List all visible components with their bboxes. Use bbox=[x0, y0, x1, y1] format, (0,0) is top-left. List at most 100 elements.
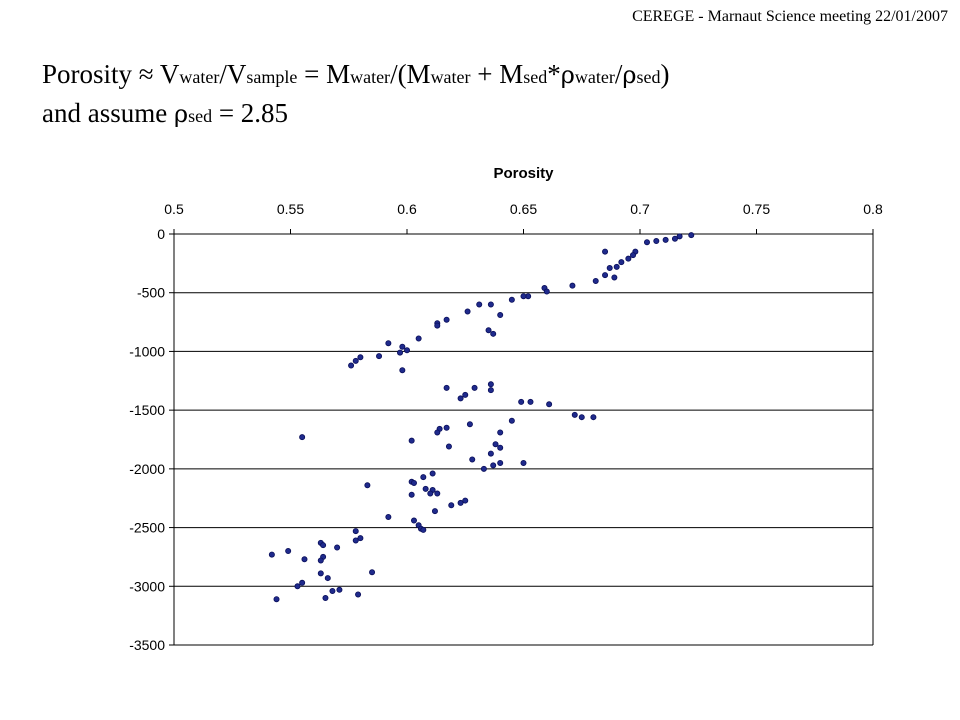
data-point bbox=[317, 557, 324, 564]
data-point bbox=[611, 274, 618, 281]
data-point bbox=[520, 459, 527, 466]
data-point bbox=[613, 263, 620, 270]
data-point bbox=[445, 443, 452, 450]
data-point bbox=[320, 542, 327, 549]
data-point bbox=[497, 312, 504, 319]
formula-subscript: sed bbox=[188, 106, 213, 126]
x-tick-label: 0.75 bbox=[743, 201, 770, 217]
formula-text: = 2.85 bbox=[212, 98, 289, 128]
data-point bbox=[462, 391, 469, 398]
data-point bbox=[410, 479, 417, 486]
formula-subscript: water bbox=[430, 67, 471, 87]
formula-text: * bbox=[547, 59, 561, 89]
data-point bbox=[508, 417, 515, 424]
data-point bbox=[618, 259, 625, 266]
data-point bbox=[643, 239, 650, 246]
data-point bbox=[443, 424, 450, 431]
x-tick-label: 0.55 bbox=[277, 201, 304, 217]
data-point bbox=[571, 411, 578, 418]
data-point bbox=[592, 277, 599, 284]
data-point bbox=[268, 551, 275, 558]
formula-text: /V bbox=[219, 59, 247, 89]
data-point bbox=[457, 395, 464, 402]
data-point bbox=[578, 414, 585, 421]
data-point bbox=[487, 387, 494, 394]
data-point bbox=[410, 517, 417, 524]
data-point bbox=[399, 343, 406, 350]
data-point bbox=[487, 450, 494, 457]
data-point bbox=[688, 232, 695, 239]
data-point bbox=[357, 535, 364, 542]
data-point bbox=[273, 596, 280, 603]
data-point bbox=[324, 575, 331, 582]
data-point bbox=[385, 340, 392, 347]
data-point bbox=[352, 357, 359, 364]
data-point bbox=[602, 248, 609, 255]
data-point bbox=[352, 537, 359, 544]
data-point bbox=[662, 236, 669, 243]
data-point bbox=[385, 514, 392, 521]
data-point bbox=[625, 255, 632, 262]
data-point bbox=[403, 347, 410, 354]
formula-subscript: sample bbox=[246, 67, 298, 87]
y-tick-label: -1500 bbox=[129, 402, 165, 418]
data-point bbox=[399, 367, 406, 374]
formula-line-2: and assume ρsed = 2.85 bbox=[42, 95, 670, 134]
data-point bbox=[420, 474, 427, 481]
data-point bbox=[329, 587, 336, 594]
chart-title: Porosity bbox=[493, 165, 554, 182]
rho-symbol: ρ bbox=[173, 100, 189, 128]
data-point bbox=[671, 235, 678, 242]
formula-subscript: sed bbox=[523, 67, 548, 87]
data-point bbox=[676, 233, 683, 240]
y-tick-label: -2500 bbox=[129, 520, 165, 536]
formula-text: and assume bbox=[42, 98, 174, 128]
data-point bbox=[301, 556, 308, 563]
data-point bbox=[490, 462, 497, 469]
data-point bbox=[492, 441, 499, 448]
formula-text: ) bbox=[660, 59, 670, 89]
data-point bbox=[546, 401, 553, 408]
y-tick-label: -3000 bbox=[129, 578, 165, 594]
data-point bbox=[490, 330, 497, 337]
data-point bbox=[434, 429, 441, 436]
data-point bbox=[469, 456, 476, 463]
data-point bbox=[466, 421, 473, 428]
formula-block: Porosity ≈ Vwater/Vsample = Mwater/(Mwat… bbox=[42, 56, 670, 134]
data-point bbox=[299, 434, 306, 441]
data-point bbox=[415, 335, 422, 342]
data-point bbox=[497, 444, 504, 451]
data-point bbox=[485, 327, 492, 334]
data-point bbox=[397, 349, 404, 356]
data-point bbox=[497, 459, 504, 466]
formula-line-1: Porosity ≈ Vwater/Vsample = Mwater/(Mwat… bbox=[42, 56, 670, 95]
formula-subscript: sed bbox=[636, 67, 661, 87]
rho-symbol: ρ bbox=[560, 61, 575, 89]
formula-text: + M bbox=[470, 59, 524, 89]
x-tick-label: 0.65 bbox=[510, 201, 537, 217]
data-point bbox=[443, 316, 450, 323]
data-point bbox=[543, 288, 550, 295]
data-point bbox=[448, 502, 455, 509]
data-point bbox=[408, 437, 415, 444]
data-point bbox=[352, 528, 359, 535]
x-tick-label: 0.6 bbox=[397, 201, 417, 217]
y-tick-label: -3500 bbox=[129, 637, 165, 653]
data-point bbox=[497, 429, 504, 436]
data-point bbox=[369, 569, 376, 576]
rho-symbol: ρ bbox=[622, 61, 637, 89]
formula-subscript: water bbox=[179, 67, 220, 87]
data-point bbox=[464, 308, 471, 315]
y-tick-label: -2000 bbox=[129, 461, 165, 477]
data-point bbox=[336, 586, 343, 593]
data-point bbox=[334, 544, 341, 551]
data-point bbox=[457, 499, 464, 506]
data-point bbox=[429, 470, 436, 477]
data-point bbox=[462, 497, 469, 504]
formula-subscript: water bbox=[574, 67, 615, 87]
data-point bbox=[299, 579, 306, 586]
formula-text: Porosity ≈ V bbox=[42, 59, 180, 89]
x-tick-label: 0.5 bbox=[164, 201, 184, 217]
y-tick-label: 0 bbox=[157, 226, 165, 242]
x-tick-label: 0.7 bbox=[630, 201, 650, 217]
